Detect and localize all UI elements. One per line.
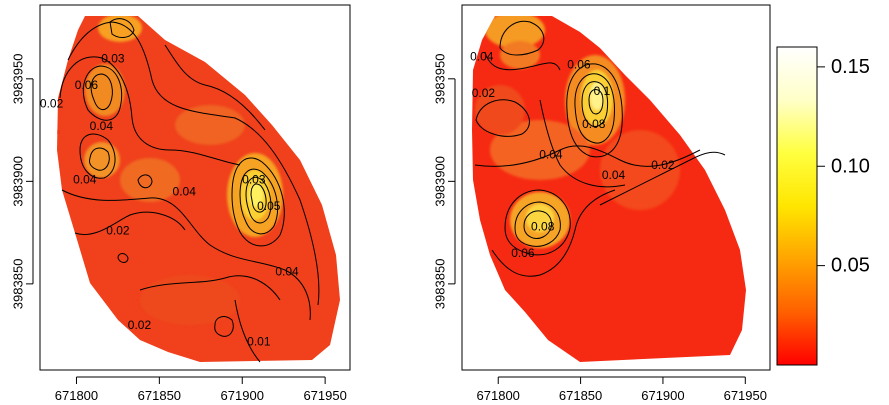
panel-left: 0.030.060.020.040.040.040.020.030.050.04…	[11, 4, 351, 403]
y-tick-label: 3983900	[433, 156, 448, 207]
plot-frame-left	[39, 4, 351, 371]
colorbar: 0.05 0.10 0.15	[776, 46, 870, 366]
contour-label: 0.02	[651, 158, 675, 172]
panel-right: 0.040.020.060.10.080.040.040.020.080.06 …	[433, 4, 771, 403]
y-tick-label: 3983900	[11, 156, 26, 207]
contour-label: 0.04	[602, 168, 626, 182]
colorbar-ticks: 0.05 0.10 0.15	[817, 56, 870, 277]
x-tick-label: 671800	[477, 388, 520, 403]
y-tick-label: 3983850	[11, 259, 26, 310]
x-tick-label: 671950	[303, 388, 346, 403]
contour-label: 0.08	[531, 219, 555, 233]
y-tick-label: 3983850	[433, 259, 448, 310]
contour-label: 0.04	[90, 119, 114, 133]
heatmap-right	[472, 16, 746, 362]
y-axis-right: 3983850 3983900 3983950	[433, 54, 456, 310]
contour-label: 0.02	[472, 86, 496, 100]
contour-label: 0.1	[594, 84, 611, 98]
x-tick-label: 671850	[138, 388, 181, 403]
x-tick-label: 671850	[559, 388, 602, 403]
contour-label: 0.02	[128, 318, 152, 332]
contour-label: 0.02	[40, 96, 64, 110]
y-tick-label: 3983950	[433, 54, 448, 105]
contours-right	[474, 20, 726, 277]
contours-left	[59, 18, 320, 363]
y-tick-label: 3983950	[11, 54, 26, 105]
x-tick-label: 671900	[641, 388, 684, 403]
contour-label: 0.03	[101, 51, 125, 65]
colorbar-tick-label: 0.15	[831, 56, 870, 78]
contour-label: 0.04	[470, 49, 494, 63]
contour-labels-right: 0.040.020.060.10.080.040.040.020.080.06	[470, 49, 675, 260]
x-tick-label: 671950	[724, 388, 767, 403]
contour-label: 0.08	[582, 117, 606, 131]
x-axis-left: 671800 671850 671900 671950	[55, 376, 347, 403]
x-tick-label: 671800	[55, 388, 98, 403]
contour-label: 0.04	[173, 185, 197, 199]
contour-label: 0.03	[242, 172, 266, 186]
contour-label: 0.01	[247, 334, 271, 348]
contour-label: 0.06	[75, 78, 99, 92]
colorbar-frame	[776, 46, 818, 366]
colorbar-fill	[777, 47, 817, 365]
x-tick-label: 671900	[221, 388, 264, 403]
y-axis-left: 3983850 3983900 3983950	[11, 54, 34, 310]
contour-labels-left: 0.030.060.020.040.040.040.020.030.050.04…	[40, 51, 299, 348]
contour-label: 0.06	[567, 57, 591, 71]
plot-frame-right	[461, 4, 771, 371]
contour-label: 0.05	[257, 199, 281, 213]
colorbar-tick-label: 0.05	[831, 255, 870, 277]
contour-label: 0.02	[106, 224, 130, 238]
x-axis-right: 671800 671850 671900 671950	[477, 376, 767, 403]
contour-label: 0.04	[73, 172, 97, 186]
contour-label: 0.04	[275, 265, 299, 279]
colorbar-tick-label: 0.10	[831, 155, 870, 177]
contour-label: 0.06	[511, 246, 535, 260]
contour-label: 0.04	[539, 148, 563, 162]
